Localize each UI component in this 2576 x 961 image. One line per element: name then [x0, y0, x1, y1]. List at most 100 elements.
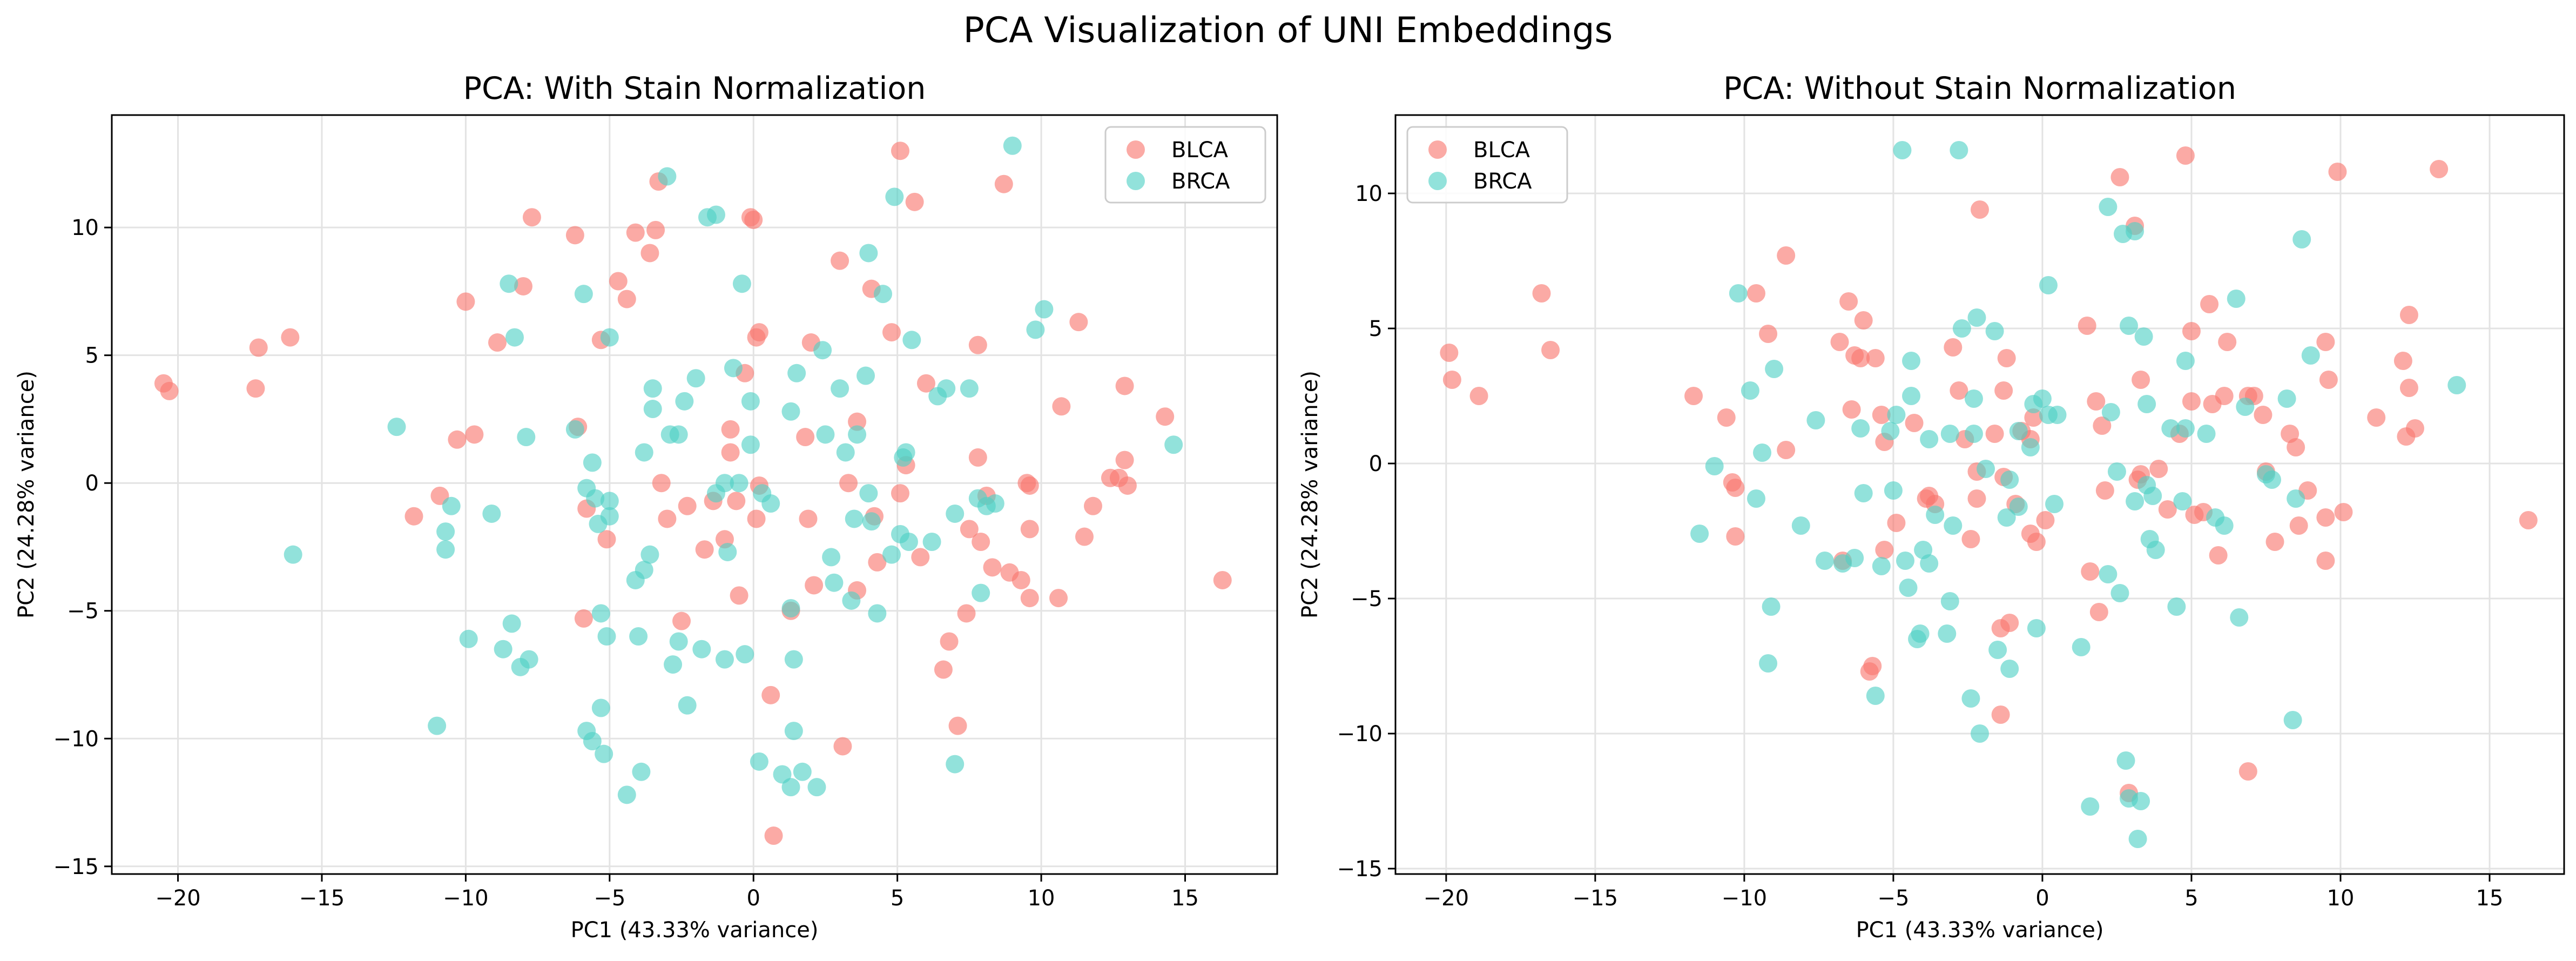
point-brca	[678, 696, 697, 715]
x-tick-label: 10	[2327, 886, 2355, 911]
point-blca	[1777, 246, 1796, 265]
point-blca	[2319, 371, 2338, 389]
point-blca	[1442, 371, 1461, 389]
point-brca	[1746, 489, 1765, 508]
point-brca	[845, 509, 864, 528]
point-brca	[761, 494, 780, 513]
point-brca	[1854, 484, 1873, 502]
point-brca	[643, 379, 662, 398]
point-blca	[2289, 516, 2308, 535]
point-blca	[1905, 414, 1924, 432]
point-brca	[715, 474, 734, 493]
point-brca	[2000, 660, 2019, 678]
point-brca	[857, 366, 875, 385]
point-brca	[632, 762, 651, 781]
point-blca	[456, 292, 475, 311]
point-brca	[1902, 352, 1921, 370]
x-tick-label: 0	[2035, 886, 2049, 911]
point-blca	[1961, 530, 1980, 548]
point-blca	[796, 428, 815, 447]
point-blca	[868, 553, 887, 572]
y-tick-label: 0	[1369, 452, 1383, 476]
point-blca	[747, 509, 766, 528]
point-blca	[1156, 407, 1175, 426]
figure-title: PCA Visualization of UNI Embeddings	[963, 10, 1613, 51]
point-brca	[1988, 641, 2007, 659]
point-blca	[1842, 400, 1861, 419]
point-brca	[946, 755, 965, 774]
x-tick-label: 15	[2476, 886, 2504, 911]
legend: BLCA BRCA	[1104, 126, 1266, 204]
point-brca	[2027, 619, 2046, 637]
x-tick-label: −15	[299, 886, 345, 911]
point-blca	[848, 412, 867, 431]
point-brca	[2283, 711, 2302, 729]
point-brca	[1964, 425, 1983, 443]
point-brca	[862, 512, 881, 531]
point-blca	[2089, 603, 2108, 621]
y-axis-label: PC2 (24.28% variance)	[14, 371, 39, 619]
point-blca	[2024, 408, 2043, 427]
point-brca	[436, 522, 455, 541]
point-brca	[2173, 492, 2192, 510]
y-tick-label: −15	[1337, 857, 1383, 882]
point-blca	[1746, 284, 1765, 303]
point-blca	[2405, 419, 2424, 438]
point-brca	[2110, 584, 2129, 602]
y-tick-label: −5	[1351, 587, 1383, 611]
point-brca	[1940, 425, 1959, 443]
point-brca	[1911, 624, 1930, 643]
point-brca	[816, 425, 835, 444]
point-brca	[750, 752, 768, 771]
point-brca	[807, 778, 826, 797]
point-brca	[643, 400, 662, 419]
x-tick-label: −20	[155, 886, 200, 911]
point-brca	[784, 650, 803, 669]
point-brca	[692, 640, 711, 658]
point-blca	[626, 223, 645, 242]
point-brca	[899, 533, 918, 552]
point-brca	[1926, 506, 1945, 524]
point-blca	[1866, 349, 1885, 367]
y-axis-label: PC2 (24.28% variance)	[1298, 371, 1323, 619]
x-tick-label: −15	[1573, 886, 1618, 911]
x-tick-label: 5	[891, 886, 904, 911]
point-brca	[2287, 489, 2305, 508]
point-brca	[2167, 597, 2186, 616]
point-blca	[1950, 381, 1968, 400]
point-blca	[1469, 387, 1488, 405]
legend-marker-blca	[1428, 140, 1447, 159]
point-blca	[1839, 292, 1858, 311]
point-blca	[2182, 392, 2201, 411]
point-brca	[583, 453, 602, 472]
point-brca	[2009, 498, 2028, 516]
point-blca	[891, 142, 909, 160]
point-brca	[1765, 360, 1784, 378]
point-brca	[442, 496, 461, 515]
point-brca	[2230, 608, 2249, 627]
point-blca	[1994, 381, 2013, 400]
point-blca	[1020, 476, 1039, 495]
point-brca	[868, 604, 887, 623]
point-brca	[1845, 549, 1864, 567]
y-tick-label: −10	[1337, 722, 1383, 747]
point-brca	[896, 443, 915, 462]
point-brca	[2176, 419, 2195, 438]
point-brca	[793, 762, 812, 781]
point-brca	[781, 402, 800, 421]
point-brca	[2099, 565, 2118, 583]
point-blca	[1717, 408, 1736, 427]
point-brca	[574, 285, 593, 304]
point-brca	[706, 205, 725, 224]
point-brca	[813, 341, 832, 360]
point-brca	[1938, 624, 1957, 643]
point-blca	[799, 509, 818, 528]
point-blca	[404, 507, 423, 526]
point-brca	[1866, 687, 1885, 705]
point-blca	[957, 604, 976, 623]
point-brca	[2126, 492, 2145, 510]
point-brca	[842, 591, 861, 610]
point-brca	[2215, 516, 2234, 535]
point-blca	[1020, 520, 1039, 539]
point-blca	[1777, 441, 1796, 459]
